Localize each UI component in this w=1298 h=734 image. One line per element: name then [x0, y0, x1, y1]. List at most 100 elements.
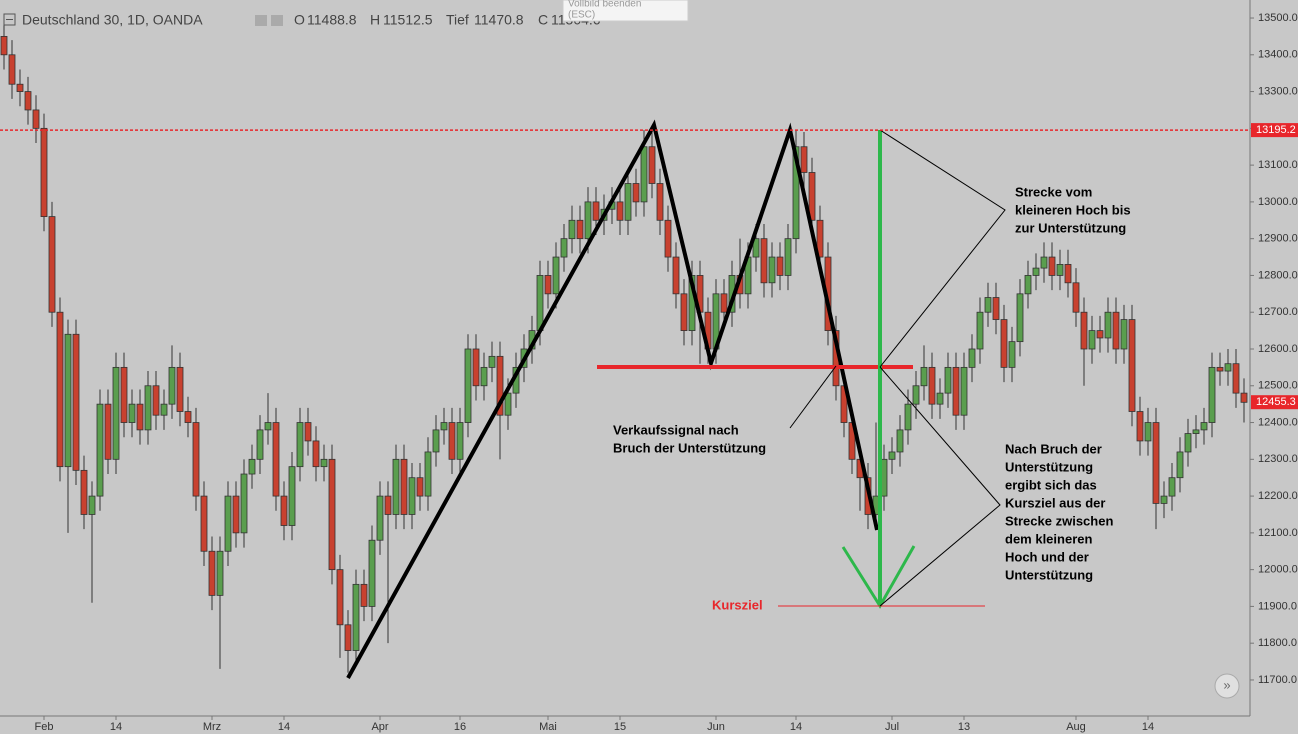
- candle-body: [112, 366, 120, 460]
- ohlc-value: 11470.8: [474, 12, 524, 28]
- candle-body: [1128, 319, 1136, 412]
- candle-body: [632, 183, 640, 203]
- tooltip: [562, 0, 689, 22]
- x-tick-label: 14: [278, 721, 290, 733]
- y-tick-label: 12400.0: [1258, 416, 1298, 428]
- annotation-line: zur Unterstützung: [1015, 220, 1126, 235]
- candle-body: [456, 422, 464, 460]
- candle-body: [264, 422, 272, 431]
- candle-body: [776, 256, 784, 276]
- resistance-label: 13195.2: [1256, 124, 1296, 136]
- x-tick-label: Jul: [885, 721, 899, 733]
- candle-body: [376, 495, 384, 541]
- candle-body: [760, 238, 768, 284]
- candle-body: [1208, 366, 1216, 423]
- icon[interactable]: [255, 15, 267, 26]
- candle-body: [480, 366, 488, 387]
- candle-body: [328, 458, 336, 571]
- candle-body: [784, 238, 792, 276]
- candle-body: [472, 348, 480, 387]
- y-tick-label: 12500.0: [1258, 380, 1298, 392]
- scroll-button[interactable]: [1214, 673, 1240, 699]
- candle-body: [1056, 264, 1064, 276]
- x-tick-label: Jun: [707, 721, 725, 733]
- candle-body: [1000, 319, 1008, 368]
- candle-body: [152, 385, 160, 416]
- candle-body: [920, 366, 928, 387]
- ohlc-value: 11512.5: [383, 12, 433, 28]
- candle-body: [88, 495, 96, 515]
- annotation-line: Unterstützung: [1005, 567, 1093, 582]
- candle-body: [1072, 282, 1080, 313]
- candle-body: [384, 495, 392, 515]
- candle-body: [664, 219, 672, 258]
- pattern-zigzag: [346, 119, 879, 679]
- candle-body: [1184, 433, 1192, 453]
- x-tick-label: Mai: [539, 721, 557, 733]
- candle-body: [1024, 275, 1032, 295]
- y-tick-label: 13100.0: [1258, 159, 1298, 171]
- annotation-line: Nach Bruch der: [1005, 441, 1102, 456]
- target-label: Kursziel: [712, 597, 763, 612]
- candle-body: [192, 422, 200, 497]
- ohlc-label: C: [538, 12, 548, 28]
- candle-body: [904, 403, 912, 431]
- y-axis-area: [1250, 0, 1298, 734]
- candle-body: [160, 403, 168, 416]
- candle-body: [368, 539, 376, 607]
- candle-body: [200, 495, 208, 552]
- candle-body: [640, 146, 648, 203]
- candle-body: [960, 366, 968, 416]
- y-tick-label: 11900.0: [1258, 600, 1297, 612]
- x-tick-label: Aug: [1066, 721, 1086, 733]
- candle-body: [616, 201, 624, 221]
- candle-body: [8, 54, 16, 85]
- y-tick-label: 11800.0: [1258, 637, 1297, 649]
- candle-body: [992, 297, 1000, 320]
- candle-body: [816, 219, 824, 258]
- candle-body: [24, 91, 32, 111]
- candle-body: [1192, 429, 1200, 434]
- candle-body: [800, 146, 808, 173]
- candle-body: [576, 219, 584, 240]
- candle-body: [1032, 267, 1040, 276]
- candle-body: [952, 366, 960, 416]
- candle-body: [752, 238, 760, 258]
- candle-body: [896, 429, 904, 453]
- candle-body: [256, 429, 264, 460]
- annotation: Nach Bruch der Unterstützung ergibt sich d…: [1005, 441, 1113, 582]
- candle-body: [392, 458, 400, 515]
- y-tick-label: 12800.0: [1258, 269, 1298, 281]
- candle-body: [208, 550, 216, 596]
- candle-body: [296, 422, 304, 468]
- candle-body: [1168, 477, 1176, 497]
- ohlc-value: 11488.8: [307, 12, 357, 28]
- y-tick-label: 12600.0: [1258, 343, 1298, 355]
- last-price-tag: [1251, 395, 1298, 410]
- candle-body: [504, 392, 512, 416]
- candle-body: [720, 293, 728, 313]
- candle-body: [48, 216, 56, 313]
- candle-body: [248, 458, 256, 475]
- icon[interactable]: [271, 15, 283, 26]
- ohlc-label: H: [370, 12, 380, 28]
- candle-body: [768, 256, 776, 284]
- candle-body: [1008, 341, 1016, 368]
- candle-body: [792, 146, 800, 240]
- candle-body: [1120, 319, 1128, 350]
- candle-body: [808, 172, 816, 221]
- y-tick-label: 12700.0: [1258, 306, 1298, 318]
- candle-body: [408, 477, 416, 515]
- candle-body: [32, 109, 40, 129]
- candle-body: [136, 403, 144, 431]
- candle-body: [1224, 363, 1232, 372]
- collapse-icon[interactable]: [3, 13, 16, 26]
- candle-body: [944, 366, 952, 394]
- candle-body: [320, 458, 328, 468]
- candle-body: [496, 355, 504, 416]
- y-tick-label: 12900.0: [1258, 233, 1298, 245]
- annotation-line: dem kleineren: [1005, 531, 1092, 546]
- candle-body: [360, 583, 368, 607]
